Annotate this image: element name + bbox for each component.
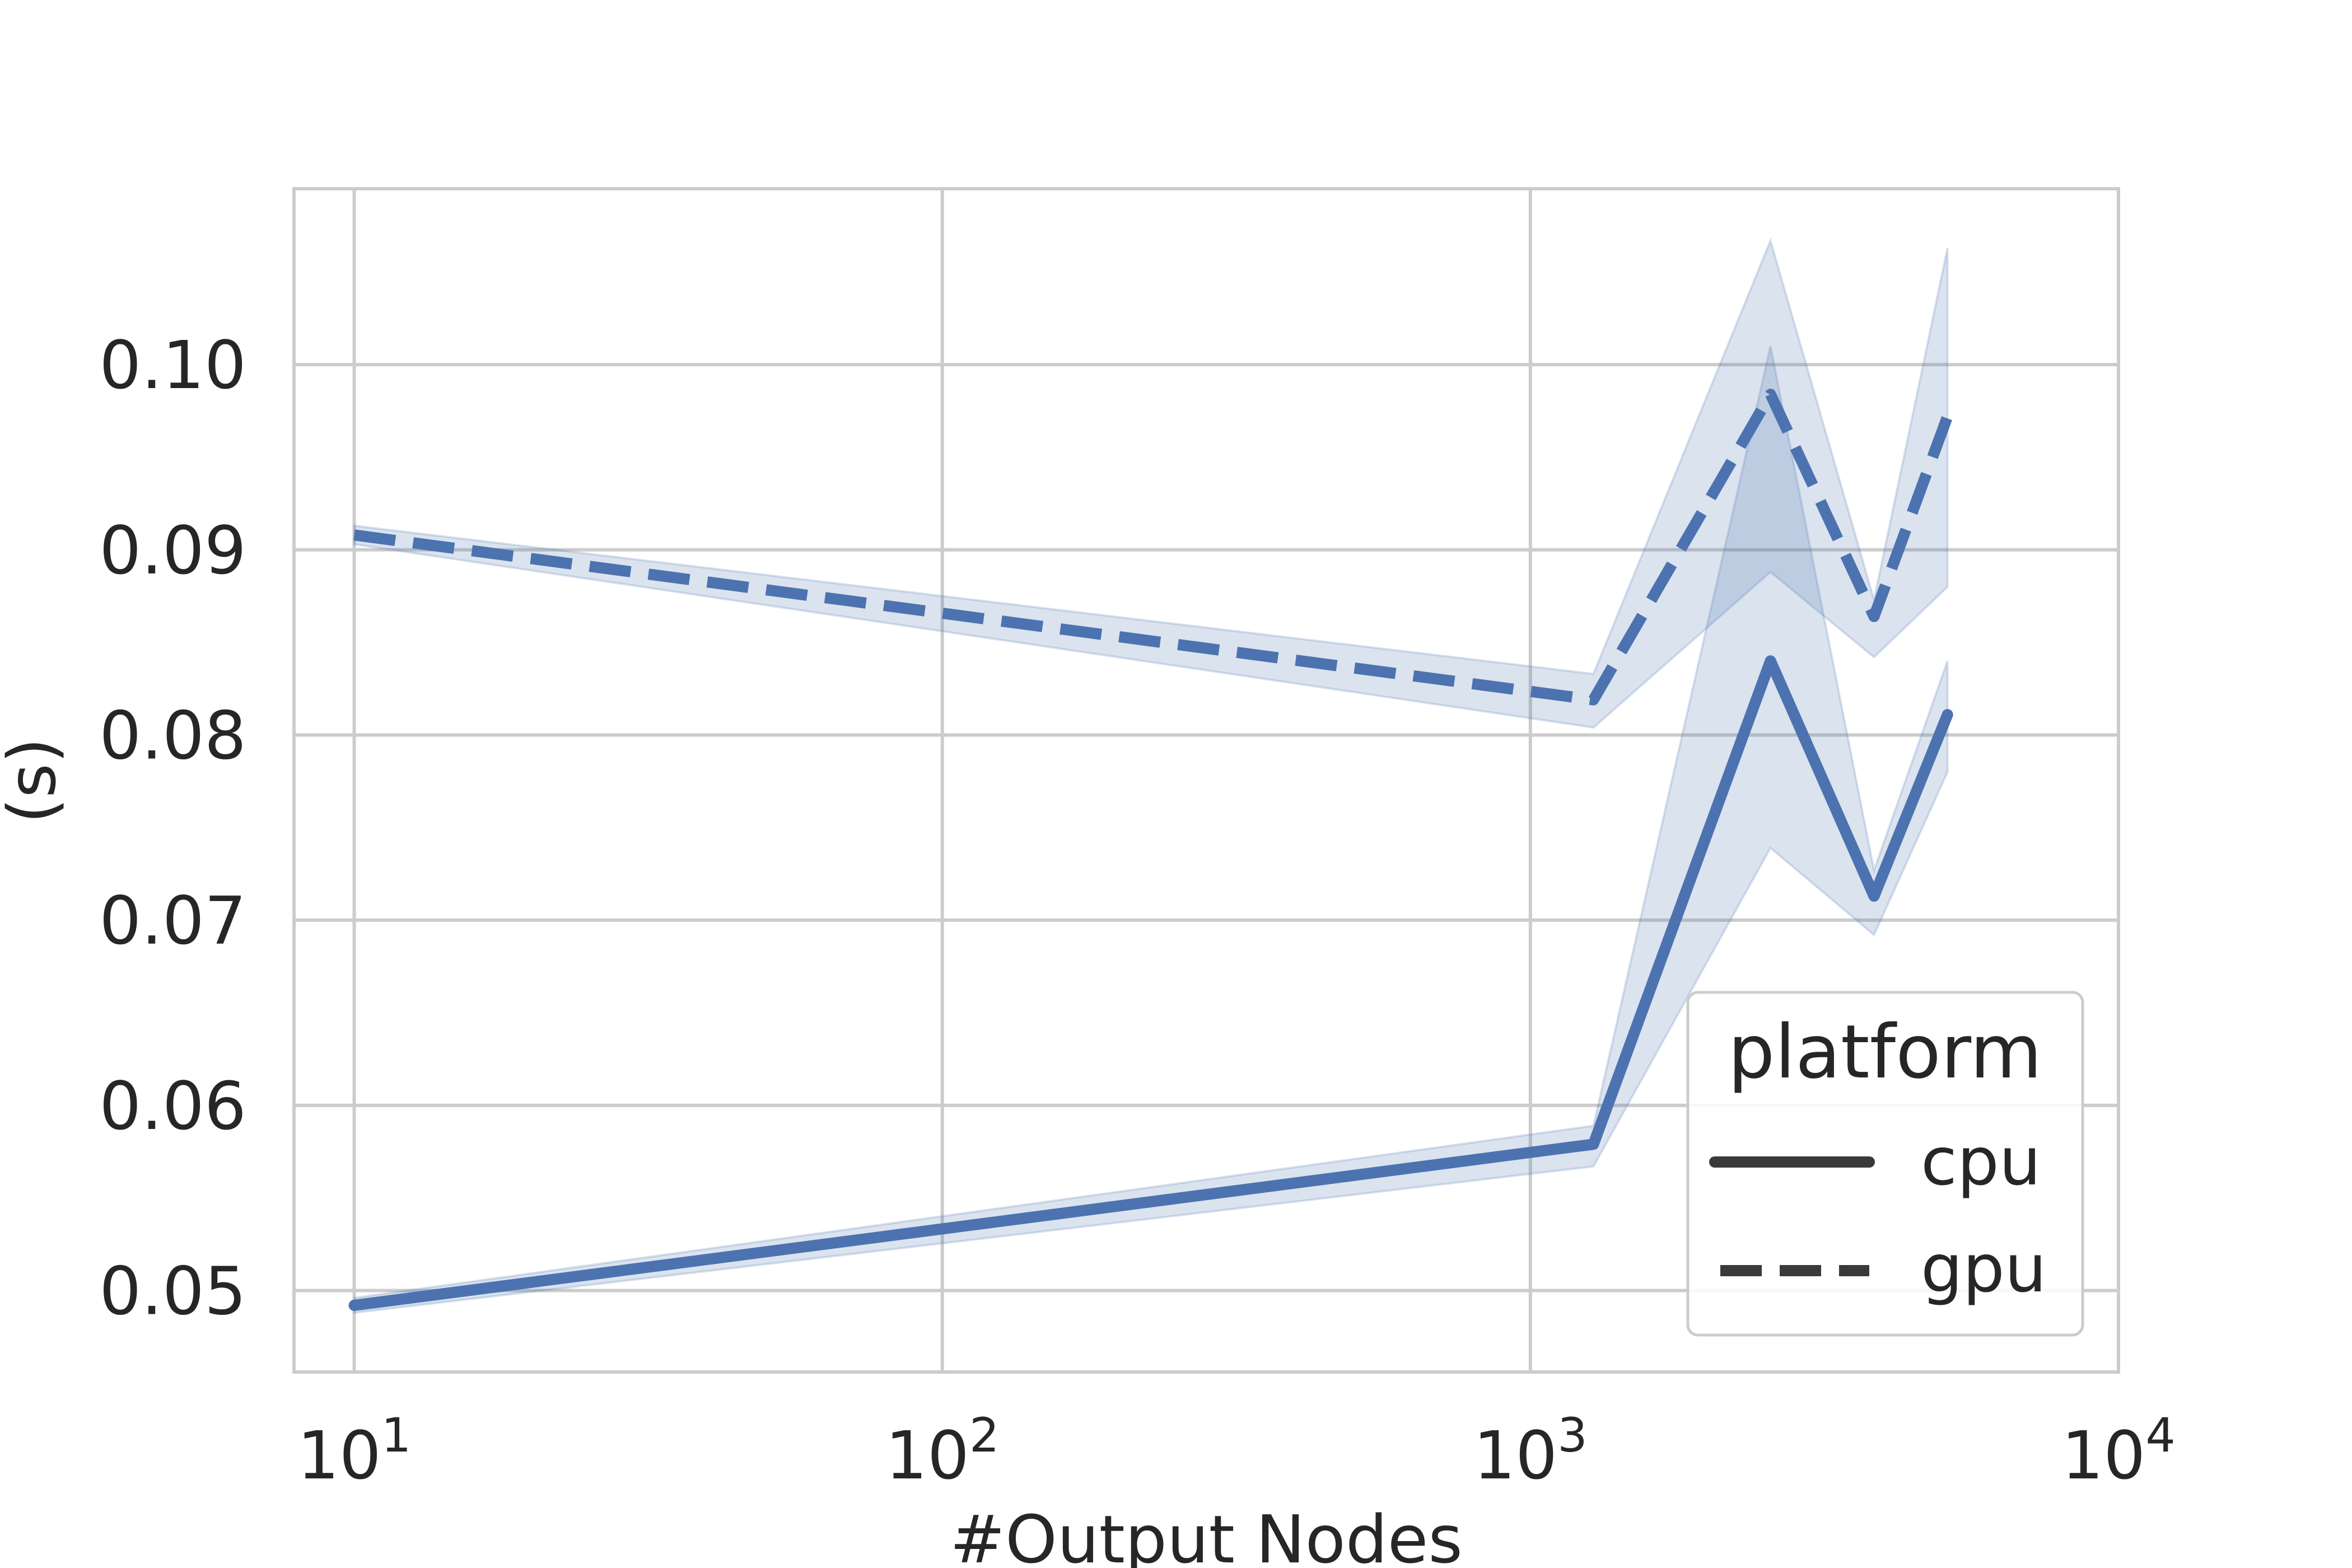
legend-box (1686, 991, 2084, 1337)
legend-label-cpu: cpu (1921, 1123, 2041, 1200)
y-tick-label: 0.10 (99, 326, 246, 404)
legend: platform cpu gpu (1686, 991, 2084, 1337)
y-tick-label: 0.09 (99, 512, 246, 589)
plot-frame (292, 187, 2120, 1374)
y-tick-label: 0.05 (99, 1253, 246, 1330)
x-tick-label: 102 (885, 1408, 1000, 1494)
y-tick-label: 0.06 (99, 1067, 246, 1145)
y-tick-label: 0.07 (99, 882, 246, 959)
x-tick-label: 101 (297, 1408, 412, 1494)
y-axis-label: (s) (0, 738, 71, 824)
ci-band-gpu (353, 237, 1949, 729)
legend-label-gpu: gpu (1921, 1230, 2047, 1307)
y-tick-label: 0.08 (99, 697, 246, 774)
legend-title: platform (1728, 1009, 2042, 1095)
confidence-bands (353, 237, 1949, 1314)
x-axis-label: #Output Nodes (950, 1501, 1463, 1568)
x-tick-label: 104 (2061, 1408, 2176, 1494)
series-line-gpu (353, 389, 1953, 706)
x-axis-ticks: 101 102 103 104 (297, 1408, 2176, 1494)
series-lines (348, 389, 1953, 1311)
series-line-cpu (348, 655, 1953, 1311)
x-tick-label: 103 (1473, 1408, 1588, 1494)
ci-band-cpu (353, 346, 1949, 1314)
y-axis-ticks: 0.05 0.06 0.07 0.08 0.09 0.10 (99, 326, 246, 1329)
